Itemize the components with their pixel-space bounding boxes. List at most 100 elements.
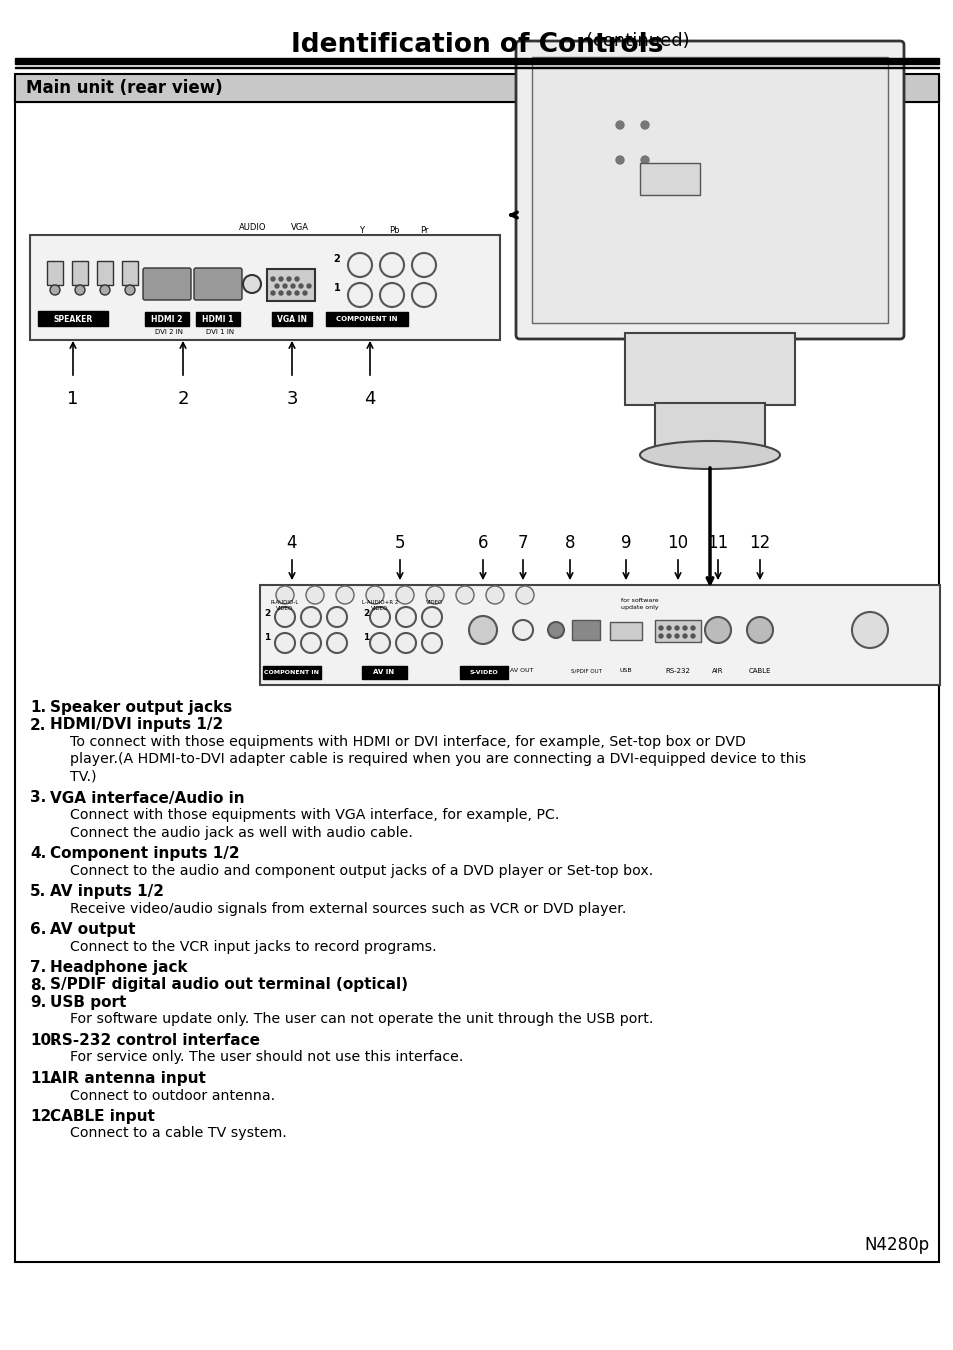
Circle shape — [294, 292, 298, 296]
Circle shape — [379, 252, 403, 277]
Text: VIDEO: VIDEO — [426, 601, 443, 606]
Circle shape — [50, 285, 60, 296]
Bar — [97, 261, 112, 285]
Text: 11.: 11. — [30, 1071, 56, 1085]
Bar — [260, 585, 939, 684]
Circle shape — [348, 252, 372, 277]
Circle shape — [682, 634, 686, 639]
Text: 10.: 10. — [30, 1033, 56, 1048]
Circle shape — [283, 284, 287, 288]
FancyBboxPatch shape — [516, 40, 903, 339]
Text: 10: 10 — [667, 535, 688, 552]
Text: HDMI/DVI inputs 1/2: HDMI/DVI inputs 1/2 — [50, 717, 223, 733]
FancyBboxPatch shape — [267, 269, 314, 301]
Bar — [15, 58, 938, 63]
Circle shape — [690, 626, 695, 630]
Text: 1: 1 — [68, 390, 78, 408]
Text: Component inputs 1/2: Component inputs 1/2 — [50, 846, 239, 861]
Text: 5.: 5. — [30, 884, 46, 899]
Circle shape — [287, 292, 291, 296]
Text: VIDEO: VIDEO — [276, 606, 294, 612]
Text: For service only. The user should not use this interface.: For service only. The user should not us… — [70, 1050, 463, 1065]
Circle shape — [456, 586, 474, 603]
Text: 4: 4 — [364, 390, 375, 408]
Text: AV output: AV output — [50, 922, 135, 937]
Bar — [326, 312, 408, 325]
Text: 6: 6 — [477, 535, 488, 552]
Text: 2: 2 — [362, 609, 369, 617]
Text: Identification of Controls: Identification of Controls — [291, 32, 662, 58]
Bar — [609, 622, 641, 640]
Text: SPEAKER: SPEAKER — [53, 315, 92, 324]
Circle shape — [278, 292, 283, 296]
Circle shape — [421, 633, 441, 653]
Circle shape — [291, 284, 294, 288]
Text: Connect with those equipments with VGA interface, for example, PC.: Connect with those equipments with VGA i… — [70, 809, 558, 822]
Circle shape — [513, 620, 533, 640]
Text: USB port: USB port — [50, 995, 126, 1010]
Text: Pr: Pr — [419, 225, 428, 235]
Circle shape — [659, 626, 662, 630]
Circle shape — [307, 284, 311, 288]
Text: 5: 5 — [395, 535, 405, 552]
Circle shape — [274, 633, 294, 653]
Text: VGA interface/Audio in: VGA interface/Audio in — [50, 791, 244, 806]
Text: VGA: VGA — [291, 223, 309, 232]
Text: DVI 2 IN: DVI 2 IN — [154, 329, 183, 335]
Circle shape — [287, 277, 291, 281]
Text: COMPONENT IN: COMPONENT IN — [264, 670, 319, 675]
Circle shape — [704, 617, 730, 643]
Text: Connect to the VCR input jacks to record programs.: Connect to the VCR input jacks to record… — [70, 940, 436, 953]
Circle shape — [274, 284, 278, 288]
Circle shape — [851, 612, 887, 648]
FancyBboxPatch shape — [193, 269, 242, 300]
Bar — [15, 74, 938, 103]
Circle shape — [294, 277, 298, 281]
Text: Connect to outdoor antenna.: Connect to outdoor antenna. — [70, 1088, 274, 1103]
Bar — [71, 261, 88, 285]
FancyBboxPatch shape — [15, 77, 938, 1262]
Bar — [459, 666, 507, 679]
Circle shape — [395, 608, 416, 626]
Text: VIDEO: VIDEO — [371, 606, 388, 612]
Bar — [272, 312, 312, 325]
Text: 2.: 2. — [30, 717, 47, 733]
Circle shape — [485, 586, 503, 603]
Text: 3.: 3. — [30, 791, 46, 806]
Text: update only: update only — [620, 605, 659, 609]
Circle shape — [301, 608, 320, 626]
Circle shape — [370, 608, 390, 626]
Bar — [122, 261, 138, 285]
Text: 8: 8 — [564, 535, 575, 552]
Text: VGA IN: VGA IN — [276, 315, 307, 324]
Bar — [47, 261, 63, 285]
Text: Connect to a cable TV system.: Connect to a cable TV system. — [70, 1126, 287, 1141]
Bar — [361, 666, 407, 679]
Text: AIR: AIR — [712, 668, 723, 674]
Text: RS-232: RS-232 — [665, 668, 690, 674]
Circle shape — [666, 626, 670, 630]
Text: Connect the audio jack as well with audio cable.: Connect the audio jack as well with audi… — [70, 825, 413, 840]
Circle shape — [348, 284, 372, 306]
Circle shape — [75, 285, 85, 296]
Bar — [30, 235, 499, 340]
Circle shape — [100, 285, 110, 296]
Ellipse shape — [639, 441, 780, 468]
Circle shape — [682, 626, 686, 630]
Circle shape — [675, 626, 679, 630]
Text: 4: 4 — [287, 535, 297, 552]
Text: For software update only. The user can not operate the unit through the USB port: For software update only. The user can n… — [70, 1012, 653, 1026]
Text: N4280p: N4280p — [864, 1237, 929, 1254]
Circle shape — [271, 277, 274, 281]
Text: S/PDIF OUT: S/PDIF OUT — [570, 668, 600, 674]
Text: AV OUT: AV OUT — [510, 668, 533, 674]
Text: L-AUDIO+R 2: L-AUDIO+R 2 — [361, 601, 397, 606]
Bar — [15, 74, 938, 103]
Circle shape — [395, 633, 416, 653]
Circle shape — [746, 617, 772, 643]
Circle shape — [327, 608, 347, 626]
Text: AUDIO: AUDIO — [239, 223, 267, 232]
Text: 2: 2 — [177, 390, 189, 408]
Circle shape — [395, 586, 414, 603]
Text: Receive video/audio signals from external sources such as VCR or DVD player.: Receive video/audio signals from externa… — [70, 902, 626, 915]
